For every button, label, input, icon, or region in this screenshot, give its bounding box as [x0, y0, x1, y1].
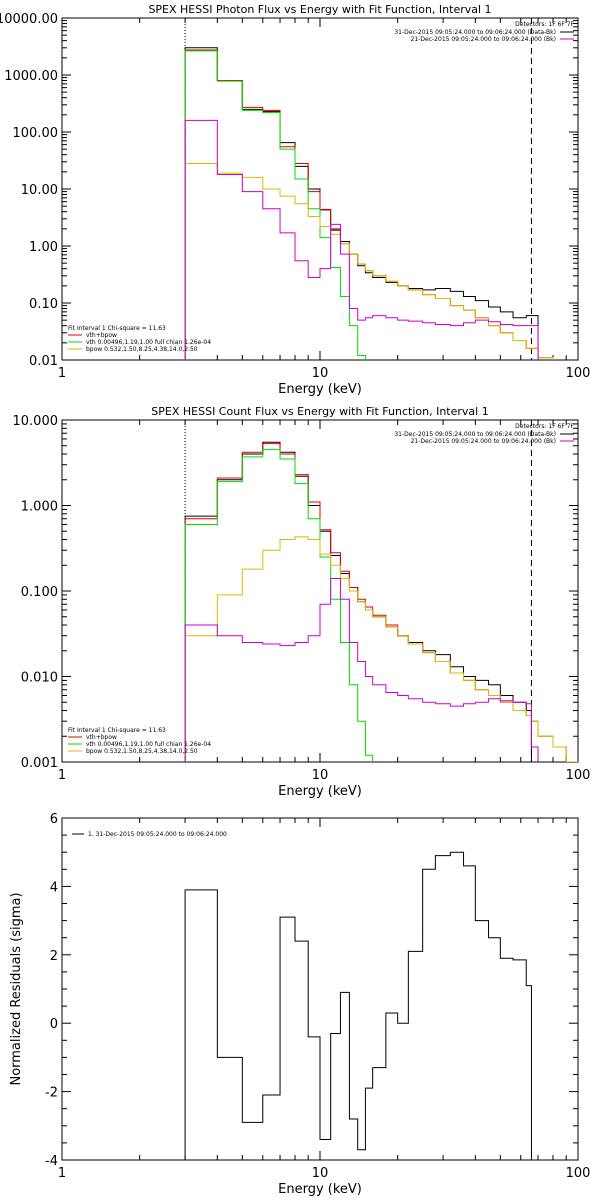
x-tick-label: 1 [58, 366, 66, 381]
legend-detectors: Detectors: 1F 6F 7F [515, 21, 574, 28]
y-tick-label: 1000.00 [4, 69, 58, 84]
y-tick-label: 0.100 [21, 585, 58, 600]
legend-entry: 31-Dec-2015 09:05:24.000 to 09:06:24.000… [394, 29, 556, 36]
y-tick-label: -2 [45, 1086, 58, 1101]
y-tick-label: 0.10 [29, 297, 58, 312]
legend-entry: vth 0.00496,1.19,1.00 full chian 1.26e-0… [86, 741, 211, 748]
legend-entry: vth+bpow [86, 332, 117, 339]
chart-title: SPEX HESSI Photon Flux vs Energy with Fi… [148, 3, 491, 16]
legend-entry: 1. 31-Dec-2015 09:05:24.000 to 09:06:24.… [88, 831, 227, 838]
x-axis-label: Energy (keV) [278, 1182, 362, 1197]
legend-fit-interval: Fit Interval 1 Chi-square = 11.63 [68, 727, 166, 734]
x-tick-label: 10 [312, 768, 329, 783]
x-tick-label: 1 [58, 768, 66, 783]
residuals-panel: 1 10 100 6 4 2 0 -2 -4 Energy (keV) Normalized Res… [9, 812, 590, 1197]
legend-entry: 21-Dec-2015 09:05:24.000 to 09:06:24.000… [411, 438, 556, 445]
y-tick-label: 4 [50, 880, 58, 895]
y-tick-label: 0.010 [21, 671, 58, 686]
y-tick-label: 2 [50, 949, 58, 964]
x-tick-label: 100 [566, 1166, 591, 1181]
series-fit-total [184, 443, 578, 762]
series-bk [184, 119, 539, 360]
series-bk [184, 578, 539, 762]
chart-title: SPEX HESSI Count Flux vs Energy with Fit… [151, 405, 488, 418]
x-tick-label: 10 [312, 1166, 329, 1181]
y-axis-label: Normalized Residuals (sigma) [9, 892, 24, 1085]
y-tick-label: 10000.00 [0, 12, 58, 27]
legend-entry: 21-Dec-2015 09:05:24.000 to 09:06:24.000… [411, 36, 556, 43]
x-axis-label: Energy (keV) [278, 784, 362, 799]
x-axis-label: Energy (keV) [278, 382, 362, 397]
y-tick-label: 1.000 [21, 500, 58, 515]
series-data-minus-bk [184, 47, 539, 360]
legend-entry: vth 0.00496,1.19,1.00 full chian 1.26e-0… [86, 339, 211, 346]
y-tick-label: 6 [50, 812, 58, 827]
legend-entry: 31-Dec-2015 09:05:24.000 to 09:06:24.000… [394, 431, 556, 438]
photon-flux-panel: SPEX HESSI Photon Flux vs Energy with Fi… [0, 3, 590, 397]
y-tick-label: 0 [50, 1017, 58, 1032]
y-tick-label: 10.000 [13, 414, 59, 429]
series-data-minus-bk [184, 851, 532, 1160]
x-tick-label: 10 [312, 366, 329, 381]
y-tick-label: -4 [45, 1154, 58, 1169]
legend-entry: vth+bpow [86, 734, 117, 741]
y-tick-label: 10.00 [21, 183, 58, 198]
x-tick-label: 1 [58, 1166, 66, 1181]
legend-entry: bpow 0.532,1.50,8.25,4.38,14.0,2.50 [86, 748, 198, 755]
y-tick-label: 100.00 [13, 126, 59, 141]
series-bpow [184, 536, 578, 762]
legend-entry: bpow 0.532,1.50,8.25,4.38,14.0,2.50 [86, 346, 198, 353]
series-vth [184, 50, 366, 360]
y-tick-label: 1.00 [29, 240, 58, 255]
x-tick-label: 100 [566, 768, 591, 783]
y-tick-label: 0.01 [29, 354, 58, 369]
x-tick-label: 100 [566, 366, 591, 381]
plot-frame [61, 419, 579, 763]
legend-detectors: Detectors: 1F 6F 7F [515, 423, 574, 430]
legend-fit-interval: Fit Interval 1 Chi-square = 11.63 [68, 325, 166, 332]
count-flux-panel: SPEX HESSI Count Flux vs Energy with Fit… [13, 405, 591, 799]
series-data-minus-bk [184, 441, 532, 762]
series-vth [184, 449, 374, 762]
series-bpow [184, 163, 554, 360]
y-tick-label: 0.001 [21, 756, 58, 771]
